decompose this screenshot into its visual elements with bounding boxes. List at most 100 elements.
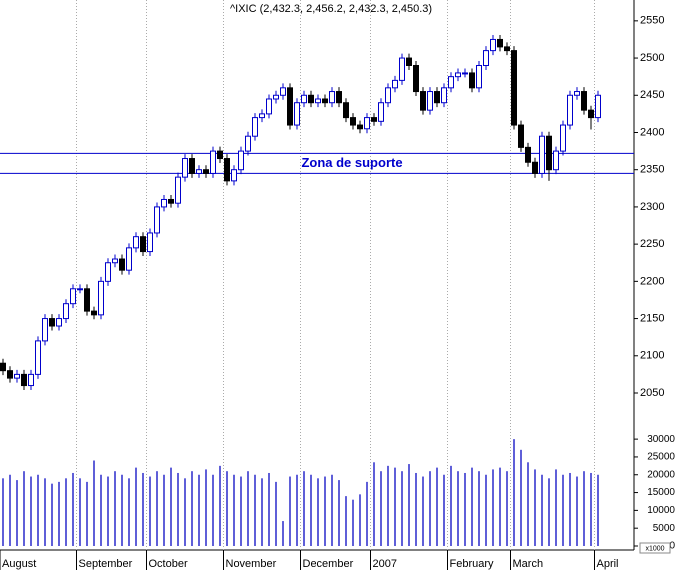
volume-bar [296, 474, 298, 546]
volume-bar [58, 481, 60, 546]
volume-bar [457, 471, 459, 546]
candle-body [364, 117, 370, 130]
volume-bar [2, 478, 4, 546]
candle-body [595, 94, 601, 119]
volume-bar [37, 474, 39, 546]
volume-bar [492, 469, 494, 546]
candle-body [147, 232, 153, 253]
volume-bar [562, 474, 564, 546]
volume-bar [205, 469, 207, 546]
candle-body [392, 79, 398, 89]
volume-bar [282, 521, 284, 546]
candle-body [462, 72, 468, 75]
volume-bar [163, 474, 165, 546]
candle-body [490, 38, 496, 52]
volume-bar [100, 474, 102, 546]
volume-bar [212, 474, 214, 546]
candle-body [42, 318, 48, 342]
candle-body [525, 146, 531, 163]
volume-bar [387, 465, 389, 546]
candle-body [518, 124, 524, 148]
y-tick-label: 2450 [640, 89, 664, 101]
candle-body [161, 198, 167, 208]
volume-bar [177, 472, 179, 546]
candle-body [112, 258, 118, 264]
candle-body [448, 76, 454, 89]
x-tick-label: October [149, 558, 188, 570]
volume-bar [429, 471, 431, 546]
candle-body [315, 98, 321, 104]
volume-bar [401, 471, 403, 546]
candle-body [350, 117, 356, 126]
candle-body [203, 169, 209, 174]
x-tick-label: February [450, 558, 495, 570]
candle-body [196, 169, 202, 174]
volume-bar [51, 483, 53, 546]
y-tick-label: 2400 [640, 126, 664, 138]
y2-tick-label: 25000 [647, 452, 675, 463]
x-tick-label: September [79, 558, 133, 570]
candle-body [0, 362, 6, 372]
y2-tick-label: 15000 [647, 487, 675, 498]
volume-bar [422, 476, 424, 546]
volume-bar [65, 478, 67, 546]
candle-body [329, 91, 335, 104]
volume-bar [289, 476, 291, 546]
volume-bar [240, 476, 242, 546]
volume-bar [534, 469, 536, 546]
volume-bar [317, 478, 319, 546]
candle-body [189, 158, 195, 174]
candle-body [217, 150, 223, 160]
candle-body [469, 72, 475, 89]
volume-bar [72, 472, 74, 546]
volume-bar [499, 467, 501, 546]
volume-bar [198, 474, 200, 546]
candle-body [133, 236, 139, 249]
candle-body [182, 158, 188, 178]
volume-bar [408, 464, 410, 546]
volume-bar [513, 439, 515, 546]
candle-body [539, 135, 545, 174]
candle-body [441, 87, 447, 104]
volume-bar [352, 499, 354, 546]
candle-body [168, 198, 174, 204]
volume-bar [233, 474, 235, 546]
candle-body [434, 91, 440, 104]
candle-body [294, 102, 300, 126]
volume-bar [121, 474, 123, 546]
volume-bar [331, 474, 333, 546]
y2-tick-label: 5000 [653, 523, 676, 534]
volume-bar [478, 471, 480, 546]
candle-body [322, 98, 328, 104]
volume-bar [527, 462, 529, 546]
volume-bar [254, 474, 256, 546]
candle-body [574, 91, 580, 96]
volume-bar [555, 469, 557, 546]
candle-body [497, 38, 503, 48]
candle-body [21, 373, 27, 387]
candle-body [14, 373, 20, 379]
candle-body [504, 46, 510, 52]
x-tick-label: 2007 [373, 558, 397, 570]
volume-bar [373, 462, 375, 546]
candle-body [553, 150, 559, 171]
volume-bar [142, 472, 144, 546]
volume-bar [541, 474, 543, 546]
candle-body [84, 288, 90, 312]
candle-body [175, 176, 181, 204]
candle-body [91, 310, 97, 316]
volume-bar [114, 471, 116, 546]
candle-body [77, 288, 83, 291]
candle-body [105, 262, 111, 282]
candle-body [511, 50, 517, 126]
volume-bar [275, 481, 277, 546]
support-label: Zona de suporte [301, 155, 402, 170]
volume-bar [303, 471, 305, 546]
candle-body [231, 169, 237, 182]
volume-bar [548, 478, 550, 546]
candle-body [56, 318, 62, 327]
candle-body [371, 117, 377, 122]
candle-body [378, 102, 384, 122]
volume-bar [471, 467, 473, 546]
candle-body [140, 236, 146, 253]
